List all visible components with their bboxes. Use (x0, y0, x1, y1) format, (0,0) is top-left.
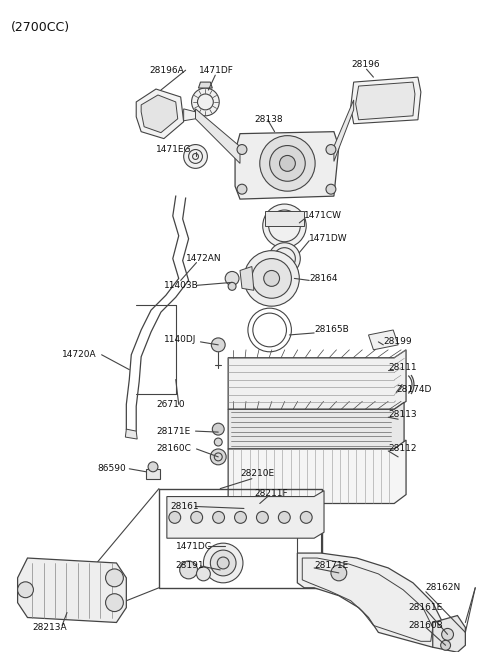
Polygon shape (228, 440, 406, 504)
Polygon shape (18, 558, 126, 622)
Polygon shape (334, 100, 354, 161)
Circle shape (217, 557, 229, 569)
Text: 28211F: 28211F (255, 489, 288, 498)
Circle shape (237, 145, 247, 155)
Circle shape (442, 628, 454, 641)
Circle shape (441, 641, 451, 650)
Text: 28112: 28112 (388, 445, 417, 453)
Circle shape (228, 282, 236, 290)
Text: 28162N: 28162N (426, 583, 461, 592)
Text: 14720A: 14720A (62, 350, 96, 359)
Circle shape (192, 88, 219, 116)
Polygon shape (433, 616, 466, 652)
Polygon shape (184, 109, 195, 121)
Circle shape (242, 500, 254, 512)
Polygon shape (244, 506, 252, 514)
Text: 28161: 28161 (171, 502, 199, 511)
Text: 28196A: 28196A (149, 66, 184, 75)
Text: 28210E: 28210E (240, 469, 274, 478)
Polygon shape (235, 132, 339, 199)
Circle shape (270, 145, 305, 181)
Circle shape (237, 184, 247, 194)
Polygon shape (125, 429, 137, 439)
Circle shape (212, 423, 224, 435)
Circle shape (204, 543, 243, 583)
Polygon shape (228, 402, 404, 449)
Text: 1471DW: 1471DW (309, 234, 348, 243)
Text: 28174D: 28174D (396, 385, 432, 394)
Text: 28160C: 28160C (156, 445, 191, 453)
Polygon shape (264, 211, 304, 226)
Circle shape (180, 561, 197, 579)
Text: 28138: 28138 (255, 115, 284, 124)
Text: 86590: 86590 (97, 464, 126, 474)
Polygon shape (141, 95, 178, 133)
Text: 11403B: 11403B (164, 281, 199, 290)
Text: 28191: 28191 (176, 561, 204, 571)
Circle shape (214, 438, 222, 446)
Circle shape (106, 593, 123, 612)
Circle shape (210, 550, 236, 576)
Circle shape (331, 565, 347, 581)
Text: 28161E: 28161E (408, 603, 442, 612)
Polygon shape (199, 82, 212, 88)
Text: 1140DJ: 1140DJ (164, 335, 196, 345)
Text: (2700CC): (2700CC) (11, 20, 70, 33)
Text: 1472AN: 1472AN (186, 254, 221, 263)
Polygon shape (356, 82, 415, 120)
Polygon shape (369, 330, 398, 350)
Circle shape (211, 338, 225, 352)
Circle shape (263, 204, 306, 248)
Bar (159, 489, 322, 588)
Circle shape (213, 512, 225, 523)
Text: 28111: 28111 (388, 363, 417, 372)
Text: 1471EG: 1471EG (156, 145, 192, 154)
Text: 28113: 28113 (388, 410, 417, 419)
Text: 28164: 28164 (309, 274, 338, 283)
Circle shape (279, 155, 295, 172)
Circle shape (191, 512, 203, 523)
Circle shape (184, 145, 207, 168)
Circle shape (256, 512, 268, 523)
Text: 28196: 28196 (352, 60, 380, 69)
Bar (146, 469, 160, 479)
Circle shape (278, 512, 290, 523)
Circle shape (210, 449, 226, 465)
Text: 28213A: 28213A (33, 623, 67, 632)
Circle shape (326, 184, 336, 194)
Polygon shape (167, 491, 324, 538)
Text: 1471DF: 1471DF (199, 66, 233, 75)
Circle shape (252, 259, 291, 298)
Polygon shape (351, 77, 421, 124)
Text: 28160B: 28160B (408, 621, 443, 630)
Circle shape (326, 145, 336, 155)
Circle shape (300, 512, 312, 523)
Text: 28171E: 28171E (314, 561, 348, 571)
Circle shape (106, 569, 123, 587)
Text: 1471DC: 1471DC (176, 542, 212, 551)
Polygon shape (136, 89, 184, 139)
Polygon shape (240, 267, 254, 290)
Circle shape (169, 512, 180, 523)
Circle shape (235, 512, 246, 523)
Circle shape (196, 567, 210, 581)
Polygon shape (195, 109, 240, 163)
Polygon shape (297, 553, 443, 647)
Circle shape (148, 462, 158, 472)
Circle shape (260, 136, 315, 191)
Text: 28199: 28199 (384, 337, 412, 346)
Text: 28165B: 28165B (314, 326, 349, 335)
Circle shape (264, 271, 279, 286)
Text: 1471CW: 1471CW (304, 212, 342, 221)
Polygon shape (228, 350, 406, 409)
Circle shape (18, 582, 34, 598)
Text: 26710: 26710 (156, 400, 185, 409)
Text: 28171E: 28171E (156, 426, 190, 436)
Circle shape (269, 243, 300, 274)
Circle shape (225, 271, 239, 286)
Circle shape (244, 251, 300, 306)
